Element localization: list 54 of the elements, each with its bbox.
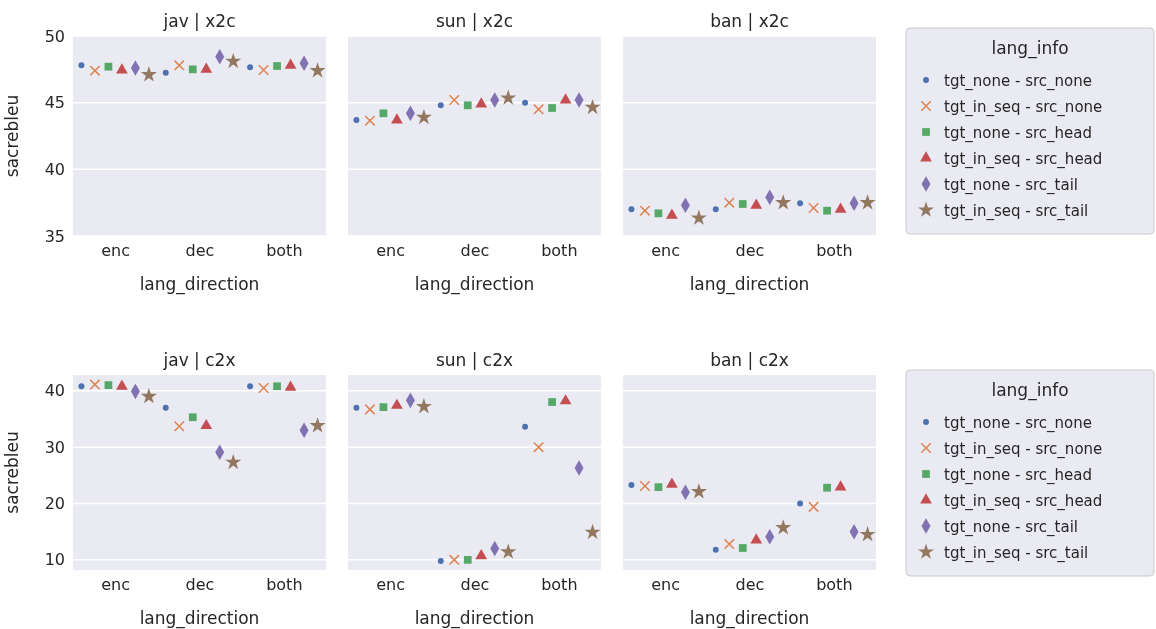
x-tick-label: enc xyxy=(651,575,681,595)
legend-label: tgt_none - src_tail xyxy=(944,175,1078,195)
x-tick-label: dec xyxy=(185,575,215,595)
y-tick-label: 35 xyxy=(44,226,65,246)
chart-title: ban | c2x xyxy=(710,350,789,370)
legend-label: tgt_in_seq - src_none xyxy=(944,97,1103,117)
x-axis-title: lang_direction xyxy=(689,274,810,295)
legend-label: tgt_none - src_head xyxy=(944,465,1093,485)
x-axis-title: lang_direction xyxy=(689,608,810,629)
legend-label: tgt_in_seq - src_tail xyxy=(944,543,1089,563)
legend-label: tgt_in_seq - src_tail xyxy=(944,201,1089,221)
x-tick-label: both xyxy=(816,241,853,261)
x-tick-label: dec xyxy=(735,575,765,595)
y-axis-title: sacrebleu xyxy=(2,431,22,514)
chart-title: sun | c2x xyxy=(435,350,514,370)
x-tick-label: dec xyxy=(735,241,765,261)
chart-title: ban | x2c xyxy=(710,11,789,31)
x-axis-title: lang_direction xyxy=(139,274,260,295)
x-tick-label: both xyxy=(266,241,303,261)
legend-label: tgt_none - src_head xyxy=(944,123,1093,143)
legend-label: tgt_in_seq - src_head xyxy=(944,149,1103,169)
legend-title: lang_info xyxy=(991,380,1069,401)
chart-title: sun | x2c xyxy=(435,11,514,31)
y-axis-title: sacrebleu xyxy=(2,94,22,178)
x-tick-label: both xyxy=(816,575,853,595)
y-tick-label: 40 xyxy=(44,381,65,401)
x-tick-label: enc xyxy=(376,241,406,261)
y-tick-label: 50 xyxy=(44,26,65,46)
legend-label: tgt_none - src_none xyxy=(944,413,1092,433)
x-tick-label: dec xyxy=(185,241,215,261)
x-tick-label: both xyxy=(541,241,578,261)
x-tick-label: dec xyxy=(460,241,490,261)
y-tick-label: 45 xyxy=(44,93,65,113)
legend-label: tgt_none - src_tail xyxy=(944,517,1078,537)
x-tick-label: both xyxy=(266,575,303,595)
chart-title: jav | c2x xyxy=(162,350,236,370)
y-tick-label: 20 xyxy=(44,494,65,514)
x-tick-label: dec xyxy=(460,575,490,595)
chart-title: jav | x2c xyxy=(162,11,236,31)
x-axis-title: lang_direction xyxy=(139,608,260,629)
x-axis-title: lang_direction xyxy=(414,608,535,629)
x-tick-label: enc xyxy=(651,241,681,261)
x-tick-label: enc xyxy=(376,575,406,595)
x-tick-label: enc xyxy=(101,575,131,595)
y-tick-label: 30 xyxy=(44,437,65,457)
y-tick-label: 10 xyxy=(44,550,65,570)
x-tick-label: both xyxy=(541,575,578,595)
x-tick-label: enc xyxy=(101,241,131,261)
y-tick-label: 40 xyxy=(44,159,65,179)
legend-label: tgt_none - src_none xyxy=(944,71,1092,91)
legend-label: tgt_in_seq - src_none xyxy=(944,439,1103,459)
x-axis-title: lang_direction xyxy=(414,274,535,295)
legend-title: lang_info xyxy=(991,38,1069,59)
legend-label: tgt_in_seq - src_head xyxy=(944,491,1103,511)
